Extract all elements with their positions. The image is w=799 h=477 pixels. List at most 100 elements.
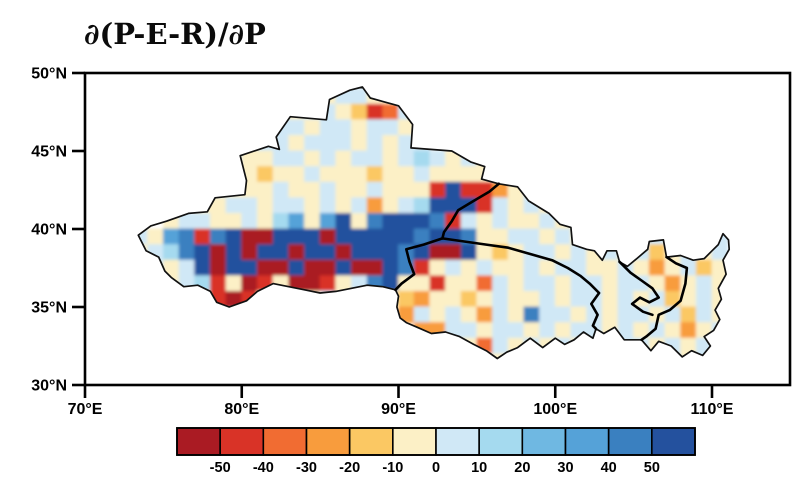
- heatmap-cell: [648, 228, 666, 245]
- heatmap-cell: [366, 275, 384, 292]
- chart-title: ∂(P-E-R)/∂P: [84, 17, 266, 51]
- heatmap-cell: [476, 306, 493, 323]
- colorbar-segment: [478, 427, 524, 456]
- heatmap-cell: [351, 103, 368, 121]
- heatmap-cell: [476, 244, 493, 261]
- heatmap-cell: [492, 197, 509, 214]
- heatmap-cell: [539, 306, 556, 323]
- heatmap-cell: [507, 259, 525, 277]
- heatmap-cell: [319, 244, 337, 261]
- heatmap-cell: [429, 103, 446, 121]
- colorbar: -50 -40 -30 -20 -10 0 10 20 30 40 50: [176, 427, 696, 476]
- heatmap-cell: [445, 181, 462, 199]
- colorbar-segment: [392, 427, 437, 456]
- heatmap-cell: [633, 244, 650, 261]
- heatmap-cell: [319, 213, 337, 230]
- heatmap-cell: [163, 244, 180, 261]
- heatmap-cell: [476, 197, 493, 214]
- heatmap-cell: [413, 119, 431, 136]
- heatmap-cell: [288, 181, 305, 199]
- heatmap-cell: [241, 275, 258, 292]
- heatmap-cell: [586, 228, 603, 245]
- heatmap-cell: [272, 291, 290, 308]
- heatmap-cell: [319, 119, 337, 136]
- heatmap-cell: [319, 197, 337, 214]
- heatmap-cell: [366, 181, 384, 199]
- heatmap-cell: [335, 103, 352, 121]
- heatmap-cell: [460, 181, 478, 199]
- heatmap-cell: [476, 181, 493, 199]
- heatmap-cell: [241, 228, 258, 245]
- y-tick-label: 50°N: [31, 66, 67, 83]
- heatmap-cell: [382, 213, 399, 230]
- heatmap-cell: [335, 197, 352, 214]
- heatmap-cell: [194, 228, 211, 245]
- map-heatmap: [138, 88, 729, 359]
- colorbar-segment: [435, 427, 480, 456]
- heatmap-cell: [539, 197, 556, 214]
- province-border-line: [394, 237, 444, 292]
- heatmap-cell: [335, 291, 352, 308]
- heatmap-cell: [554, 275, 572, 292]
- heatmap-cell: [554, 291, 572, 308]
- heatmap-cell: [225, 197, 243, 214]
- heatmap-cell: [225, 150, 243, 167]
- heatmap-cell: [210, 244, 227, 261]
- y-tick-label: 45°N: [31, 144, 67, 161]
- heatmap-cell: [178, 259, 196, 277]
- heatmap-cell: [523, 228, 540, 245]
- heatmap-cell: [711, 337, 729, 355]
- heatmap-cell: [304, 244, 321, 261]
- heatmap-cell: [257, 244, 274, 261]
- heatmap-cell: [178, 228, 196, 245]
- heatmap-cell: [398, 166, 415, 183]
- colorbar-segment: [607, 427, 653, 456]
- heatmap-cell: [601, 244, 619, 261]
- heatmap-cell: [680, 306, 697, 323]
- heatmap-cell: [523, 306, 540, 323]
- heatmap-cell: [492, 306, 509, 323]
- heatmap-cell: [398, 275, 415, 292]
- colorbar-segment: [219, 427, 265, 456]
- heatmap-cell: [445, 275, 462, 292]
- heatmap-cell: [272, 197, 290, 214]
- heatmap-cell: [680, 259, 697, 277]
- heatmap-cell: [492, 291, 509, 308]
- province-border-line: [618, 260, 660, 317]
- heatmap-cell: [601, 291, 619, 308]
- heatmap-cell: [476, 353, 493, 359]
- heatmap-cell: [335, 166, 352, 183]
- heatmap-cell: [351, 291, 368, 308]
- heatmap-cell: [413, 197, 431, 214]
- heatmap-cell: [507, 181, 525, 199]
- heatmap-cell: [366, 244, 384, 261]
- heatmap-cell: [382, 244, 399, 261]
- heatmap-cell: [366, 103, 384, 121]
- heatmap-cell: [304, 197, 321, 214]
- heatmap-cell: [319, 275, 337, 292]
- colorbar-tick-label: -40: [253, 460, 274, 476]
- heatmap-cell: [507, 322, 525, 339]
- heatmap-cell: [335, 275, 352, 292]
- heatmap-cell: [335, 244, 352, 261]
- x-tick-label: 90°E: [381, 401, 416, 418]
- heatmap-cell: [241, 244, 258, 261]
- heatmap-cell: [304, 213, 321, 230]
- heatmap-cell: [351, 213, 368, 230]
- heatmap-cell: [664, 337, 682, 355]
- heatmap-cell: [586, 275, 603, 292]
- heatmap-cell: [664, 275, 682, 292]
- heatmap-cell: [241, 181, 258, 199]
- heatmap-cell: [711, 244, 729, 261]
- heatmap-cell: [241, 213, 258, 230]
- heatmap-cell: [445, 259, 462, 277]
- heatmap-cell: [617, 322, 635, 339]
- heatmap-cell: [178, 213, 196, 230]
- heatmap-cell: [257, 119, 274, 136]
- heatmap-cell: [429, 275, 446, 292]
- heatmap-cell: [429, 119, 446, 136]
- heatmap-cell: [272, 244, 290, 261]
- x-tick-label: 100°E: [533, 401, 577, 418]
- heatmap-cell: [382, 135, 399, 152]
